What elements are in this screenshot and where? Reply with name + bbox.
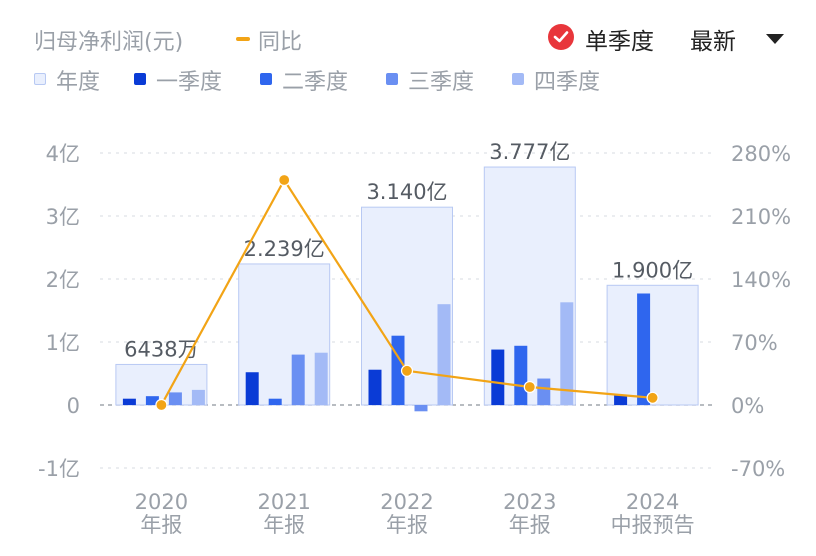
yoy-line-swatch: [236, 37, 250, 41]
quarter-bar-q1: [614, 395, 628, 405]
quarter-bar-q1: [491, 349, 505, 405]
legend-item-q1[interactable]: 一季度: [156, 70, 223, 95]
quarter-bar-q2: [145, 396, 159, 405]
annual-value-label: 2.239亿: [244, 237, 325, 261]
yoy-point: [646, 391, 659, 404]
quarter-bar-q3: [291, 354, 305, 405]
annual-bar: [606, 284, 699, 406]
x-tick-period: 年报: [386, 513, 428, 537]
x-tick-year: 2022: [380, 490, 433, 514]
yoy-point: [523, 380, 536, 394]
x-tick-year: 2024: [626, 490, 679, 514]
x-tick-period: 年报: [140, 513, 182, 537]
legend-item-annual[interactable]: 年度: [56, 70, 101, 95]
left-axis-tick-label: 1亿: [46, 331, 80, 355]
x-tick-period: 年报: [509, 513, 551, 537]
legend-item-q4[interactable]: 四季度: [534, 70, 601, 95]
legend-swatch-q3: [386, 73, 398, 85]
quarter-bar-q1: [368, 369, 382, 405]
quarter-bar-q3: [414, 405, 428, 412]
x-tick-year: 2023: [503, 490, 556, 514]
legend-swatch-q1: [134, 73, 146, 85]
checkmark-icon[interactable]: [548, 24, 574, 50]
legend-swatch-q2: [260, 73, 272, 85]
quarter-bar-q4: [191, 389, 205, 405]
right-axis-tick-label: 280%: [731, 142, 791, 166]
quarter-bar-q1: [122, 398, 136, 405]
x-tick-year: 2020: [135, 490, 188, 514]
right-axis-tick-label: 70%: [731, 331, 778, 355]
yoy-point: [278, 173, 291, 187]
x-tick-period: 年报: [263, 513, 305, 537]
quarter-bar-q2: [514, 345, 528, 405]
metric-title: 归母净利润(元): [34, 30, 184, 55]
legend-swatch-q4: [512, 73, 524, 85]
right-axis-tick-label: 0%: [731, 394, 764, 418]
left-axis-tick-label: -1亿: [38, 457, 80, 481]
right-axis-tick-label: 140%: [731, 268, 791, 292]
quarter-bar-q1: [245, 372, 259, 405]
annual-value-label: 1.900亿: [612, 258, 693, 282]
left-axis-tick-label: 0: [67, 394, 80, 418]
right-axis-tick-label: 210%: [731, 205, 791, 229]
annual-value-label: 3.777亿: [489, 140, 570, 164]
period-dropdown[interactable]: 最新: [690, 29, 736, 55]
legend-swatch-annual: [34, 73, 46, 85]
caret-down-icon[interactable]: [766, 34, 784, 44]
left-axis-tick-label: 3亿: [46, 205, 80, 229]
x-tick-year: 2021: [257, 490, 310, 514]
quarter-bar-q2: [268, 398, 282, 405]
legend-item-q2[interactable]: 二季度: [282, 70, 349, 95]
yoy-point: [400, 364, 414, 377]
yoy-point: [155, 398, 168, 412]
chart-header: 归母净利润(元) 同比 单季度 最新: [34, 24, 786, 56]
right-axis-tick-label: -70%: [731, 457, 785, 481]
quarter-bar-q3: [168, 392, 182, 405]
quarter-bar-q4: [314, 352, 328, 405]
quarter-bar-q4: [437, 304, 451, 405]
quarter-bar-q3: [537, 378, 551, 405]
legend-item-q3[interactable]: 三季度: [408, 70, 475, 95]
left-axis-tick-label: 2亿: [46, 268, 80, 292]
quarter-bar-q4: [560, 302, 574, 405]
yoy-legend-label[interactable]: 同比: [258, 30, 303, 55]
single-quarter-toggle[interactable]: 单季度: [585, 29, 654, 55]
left-axis-tick-label: 4亿: [46, 142, 80, 166]
annual-value-label: 3.140亿: [366, 180, 447, 204]
x-tick-period: 中报预告: [611, 513, 695, 537]
quarter-bar-q2: [637, 293, 651, 405]
